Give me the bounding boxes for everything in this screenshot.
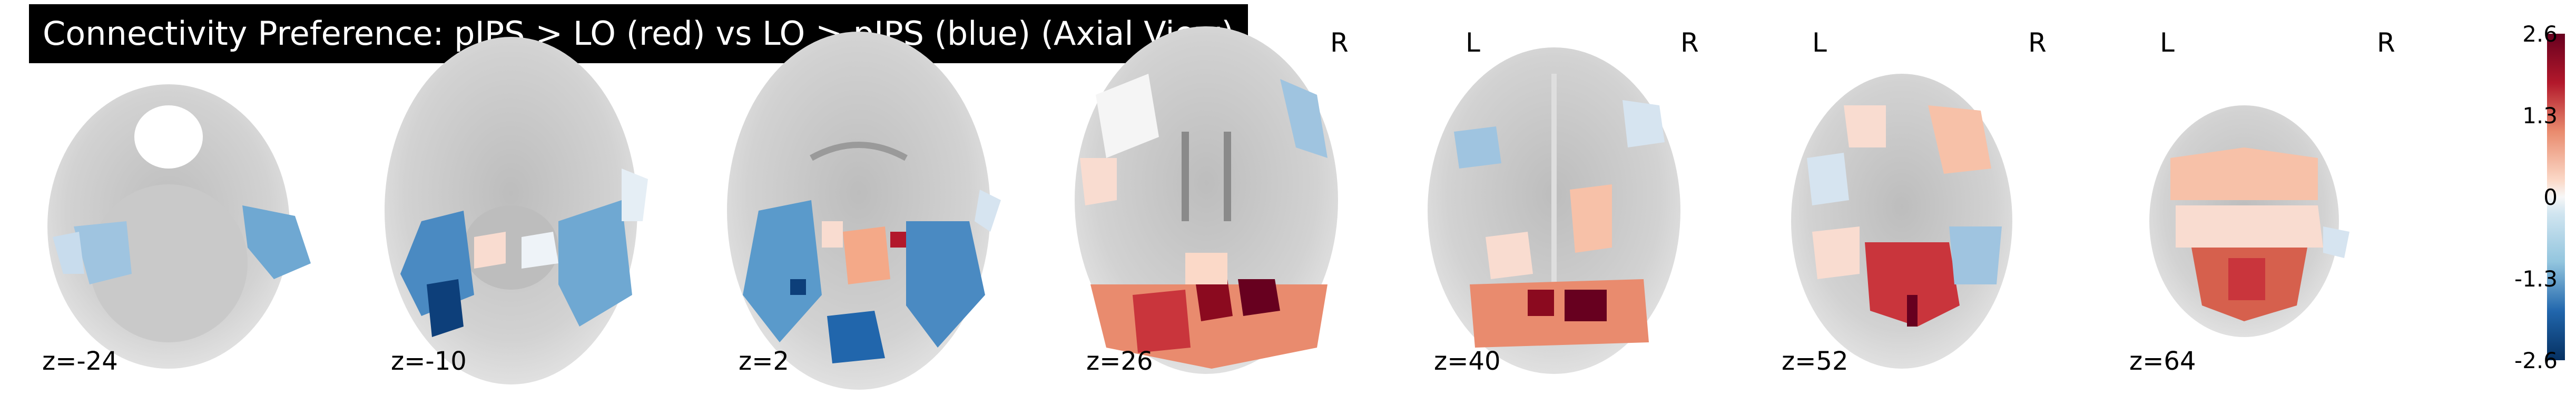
slice-z-label: z=64	[2129, 347, 2196, 376]
orientation-right-label: R	[1680, 27, 1699, 58]
slice-z-label: z=40	[1434, 347, 1501, 376]
slice-z-label: z=-10	[391, 347, 467, 376]
colorbar	[2547, 34, 2565, 360]
orientation-right-label: R	[2028, 27, 2047, 58]
orientation-right-label: R	[1330, 27, 1349, 58]
slice-z-label: z=2	[739, 347, 789, 376]
slice-z-label: z=52	[1782, 347, 1849, 376]
slice-z-40	[1428, 47, 1680, 374]
slice-z-label: z=26	[1086, 347, 1153, 376]
figure-title: Connectivity Preference: pIPS > LO (red)…	[29, 4, 1248, 63]
orientation-left-label: L	[2160, 27, 2175, 58]
colorbar-tick: 1.3	[2522, 103, 2558, 129]
slice-z-2	[727, 32, 1001, 390]
slice-z-minus-24	[47, 84, 311, 369]
slice-z-52	[1791, 74, 2012, 369]
colorbar-tick: -2.6	[2514, 348, 2558, 373]
orientation-left-label: L	[1466, 27, 1480, 58]
colorbar-tick: -1.3	[2514, 266, 2558, 292]
slice-z-minus-10	[385, 37, 648, 384]
orientation-left-label: L	[1812, 27, 1827, 58]
orientation-right-label: R	[2377, 27, 2395, 58]
colorbar-tick: 0	[2543, 184, 2558, 210]
slice-z-26	[1075, 26, 1338, 374]
colorbar-tick: 2.6	[2522, 21, 2558, 47]
slice-z-label: z=-24	[42, 347, 118, 376]
slice-z-64	[2149, 105, 2349, 337]
